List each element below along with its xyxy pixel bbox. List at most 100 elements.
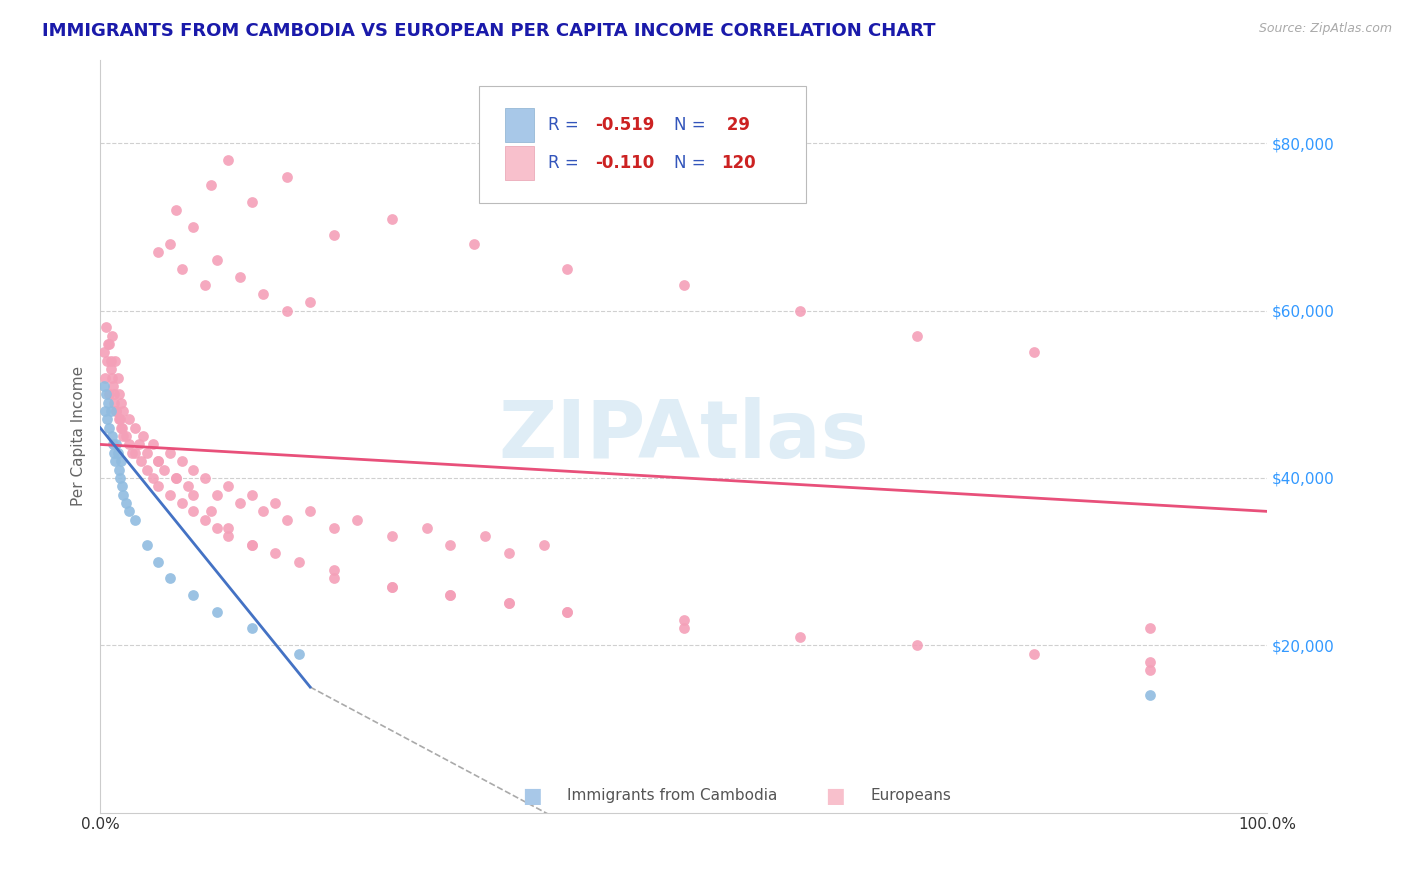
Point (142, 471, 165, 485)
Text: -0.110: -0.110 (595, 153, 654, 172)
Point (103, 395, 125, 409)
FancyBboxPatch shape (505, 145, 534, 179)
Point (107, 370, 129, 384)
Point (118, 504, 141, 518)
Point (194, 471, 217, 485)
Point (381, 529, 404, 543)
Point (322, 563, 344, 577)
Point (439, 538, 461, 552)
Point (93, 345, 115, 359)
Point (252, 504, 274, 518)
Point (104, 454, 127, 468)
Point (121, 446, 143, 460)
Point (100, 404, 122, 418)
Point (1022, 345, 1045, 359)
Point (229, 496, 252, 510)
Point (159, 446, 181, 460)
Point (299, 295, 322, 310)
Point (101, 437, 124, 451)
Point (205, 521, 228, 535)
Point (533, 538, 555, 552)
Point (94, 404, 117, 418)
Point (905, 328, 928, 343)
Point (107, 387, 129, 401)
Point (205, 488, 228, 502)
Point (148, 479, 170, 493)
Point (555, 605, 578, 619)
Point (159, 236, 181, 251)
Point (148, 555, 170, 569)
Point (299, 504, 322, 518)
Point (110, 420, 132, 434)
Point (416, 521, 439, 535)
Point (111, 420, 134, 434)
Point (114, 496, 136, 510)
Point (107, 412, 129, 426)
Point (322, 571, 344, 585)
Point (128, 437, 150, 451)
Point (148, 245, 170, 260)
Point (183, 488, 205, 502)
Point (142, 437, 165, 451)
Point (240, 488, 263, 502)
Point (107, 462, 129, 476)
Point (276, 303, 298, 318)
Text: R =: R = (548, 116, 585, 134)
Point (110, 454, 132, 468)
Point (101, 370, 124, 384)
Point (94, 370, 117, 384)
Point (104, 353, 127, 368)
Point (240, 194, 263, 209)
FancyBboxPatch shape (479, 86, 806, 202)
Point (252, 286, 274, 301)
Point (170, 454, 193, 468)
Point (789, 303, 811, 318)
Point (170, 261, 193, 276)
Point (240, 622, 263, 636)
Point (322, 228, 344, 243)
Point (555, 605, 578, 619)
Point (672, 622, 695, 636)
Point (264, 496, 287, 510)
Point (112, 429, 135, 443)
Point (381, 211, 404, 226)
Point (94, 320, 117, 334)
Point (98, 420, 121, 434)
Point (170, 496, 193, 510)
Point (101, 328, 124, 343)
Point (93, 379, 115, 393)
Point (1022, 647, 1045, 661)
Point (124, 446, 146, 460)
Point (135, 538, 157, 552)
Point (103, 387, 125, 401)
Point (346, 513, 368, 527)
Point (183, 588, 205, 602)
Point (287, 555, 309, 569)
Text: ZIPAtlas: ZIPAtlas (498, 397, 869, 475)
Point (183, 219, 205, 234)
Point (498, 546, 520, 560)
Point (240, 538, 263, 552)
Point (165, 203, 187, 218)
Point (672, 278, 695, 293)
Text: Immigrants from Cambodia: Immigrants from Cambodia (567, 789, 778, 804)
Point (96, 353, 118, 368)
Point (135, 446, 157, 460)
Point (108, 412, 131, 426)
Y-axis label: Per Capita Income: Per Capita Income (72, 366, 86, 506)
Point (112, 488, 135, 502)
Point (287, 647, 309, 661)
Text: Europeans: Europeans (870, 789, 950, 804)
Point (165, 471, 187, 485)
Point (183, 504, 205, 518)
Text: 120: 120 (721, 153, 755, 172)
Text: IMMIGRANTS FROM CAMBODIA VS EUROPEAN PER CAPITA INCOME CORRELATION CHART: IMMIGRANTS FROM CAMBODIA VS EUROPEAN PER… (42, 22, 935, 40)
Point (148, 454, 170, 468)
Point (1139, 622, 1161, 636)
Point (276, 169, 298, 184)
Point (111, 479, 134, 493)
Point (905, 638, 928, 652)
Point (96, 412, 118, 426)
Point (463, 236, 485, 251)
Point (98, 387, 121, 401)
